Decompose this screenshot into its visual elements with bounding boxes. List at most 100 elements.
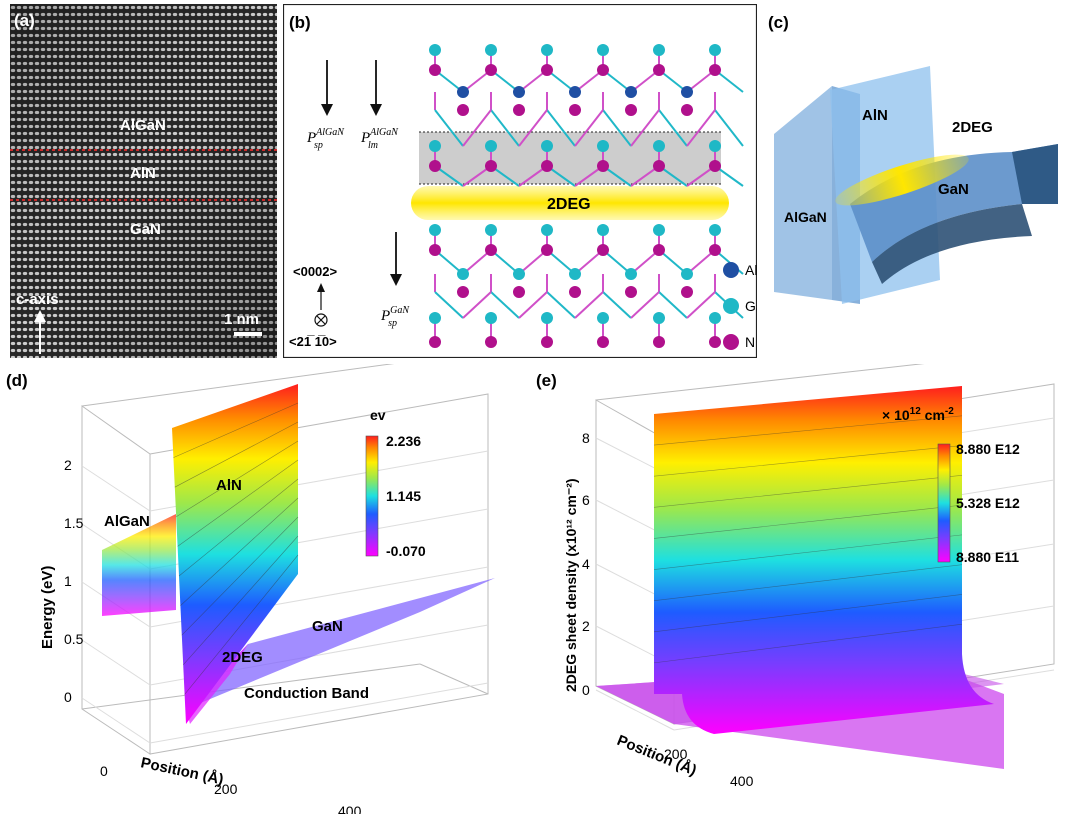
legend-n-label: N xyxy=(745,334,755,350)
atom xyxy=(681,268,693,280)
panel-a: (a) AlGaN AlN GaN c-axis 1 nm xyxy=(10,4,277,358)
scale-bar-label: 1 nm xyxy=(224,311,259,328)
y-tick-label: 0.5 xyxy=(64,631,84,647)
direction-0002-label: <0002> xyxy=(293,264,338,279)
colorbar-tick-max: 2.236 xyxy=(386,433,421,449)
colorbar-tick-max-e: 8.880 E12 xyxy=(956,441,1020,457)
atom xyxy=(569,86,581,98)
atom xyxy=(541,336,553,348)
panel-d: (d) 0 0.5 1 1.5 2 0 200 400 AlN AlGaN GaN 2DEG… xyxy=(0,359,530,819)
y-tick-label: 1.5 xyxy=(64,515,84,531)
atom xyxy=(429,140,441,152)
atom xyxy=(485,140,497,152)
atom xyxy=(569,268,581,280)
gan-surface xyxy=(186,578,495,709)
atom xyxy=(653,224,665,236)
x-ticks-e: 200 400 xyxy=(664,746,754,789)
atom xyxy=(709,312,721,324)
gan-label: GaN xyxy=(938,181,969,198)
colorbar-title-e: × 1012 cm-2 xyxy=(882,406,954,423)
direction-up-arrow-icon xyxy=(317,283,325,310)
atom xyxy=(681,86,693,98)
atom xyxy=(597,64,609,76)
atom xyxy=(569,104,581,116)
atom xyxy=(429,160,441,172)
direction-into-page-icon xyxy=(314,313,328,327)
x-tick-label: 200 xyxy=(214,781,238,797)
p-sp-algan-arrow-icon xyxy=(321,60,333,116)
atom xyxy=(541,140,553,152)
panel-e: (e) 0 2 4 6 8 200 400 × 1012 cm-2 8.880 E12 5… xyxy=(534,357,1080,814)
density-wall-surface xyxy=(654,386,994,734)
atom xyxy=(597,44,609,56)
y-tick-label-e: 0 xyxy=(582,682,590,698)
layer-algan-label: AlGaN xyxy=(120,117,166,134)
atom xyxy=(653,64,665,76)
atom xyxy=(709,44,721,56)
y-axis-label: Energy (eV) xyxy=(39,566,56,649)
conduction-band-label: Conduction Band xyxy=(244,685,369,702)
atom xyxy=(457,86,469,98)
y-tick-label-e: 6 xyxy=(582,492,590,508)
x-tick-label: 400 xyxy=(338,803,362,814)
colorbar-tick-min-e: 8.880 E11 xyxy=(956,549,1019,565)
atom xyxy=(625,268,637,280)
y-tick-label-e: 2 xyxy=(582,618,590,634)
atom xyxy=(541,312,553,324)
atom xyxy=(709,336,721,348)
y-tick-label: 0 xyxy=(64,689,72,705)
crystal-structure: (b) 2DEG PAlGaN sp PAlGaN l xyxy=(282,3,764,359)
heterostructure-schematic: (c) AlN 2DEG GaN AlGaN xyxy=(768,13,1058,304)
atom xyxy=(625,104,637,116)
p-sp-gan-arrow-icon xyxy=(390,232,402,286)
atom xyxy=(541,244,553,256)
atom xyxy=(625,286,637,298)
panel-b-label: (b) xyxy=(289,13,311,32)
panel-d-label: (d) xyxy=(6,371,28,390)
atom xyxy=(653,44,665,56)
atom xyxy=(709,224,721,236)
energy-chart: (d) 0 0.5 1 1.5 2 0 200 400 AlN AlGaN GaN 2DEG… xyxy=(6,359,495,819)
c-axis-arrow-icon xyxy=(34,310,46,354)
p-pz-algan-arrow-icon xyxy=(370,60,382,116)
atom xyxy=(709,140,721,152)
atom xyxy=(485,64,497,76)
aln-label: AlN xyxy=(862,107,888,124)
atom xyxy=(709,244,721,256)
legend-n-icon xyxy=(723,334,739,350)
atom xyxy=(597,160,609,172)
direction-21-10-label: <21̅ 1̅0> xyxy=(289,334,337,349)
layer-aln-label: AlN xyxy=(130,165,156,182)
y-tick-label-e: 8 xyxy=(582,430,590,446)
legend-ga-label: Ga xyxy=(745,298,757,314)
y-ticks: 0 0.5 1 1.5 2 xyxy=(64,457,84,705)
panel-c: (c) AlN 2DEG GaN AlGaN xyxy=(762,4,1076,358)
atom xyxy=(429,312,441,324)
lattice-atoms xyxy=(429,44,744,348)
atom xyxy=(569,286,581,298)
energy-colorbar xyxy=(365,435,379,557)
2deg-label: 2DEG xyxy=(547,196,591,213)
atom xyxy=(597,224,609,236)
tem-image: (a) AlGaN AlN GaN c-axis 1 nm xyxy=(10,4,277,358)
atom xyxy=(485,336,497,348)
colorbar-title: ev xyxy=(370,407,386,423)
atom xyxy=(429,224,441,236)
atom xyxy=(513,86,525,98)
c-axis-label: c-axis xyxy=(16,291,59,308)
y-ticks-e: 0 2 4 6 8 xyxy=(582,430,590,698)
atom xyxy=(513,268,525,280)
x-tick-label: 0 xyxy=(100,763,108,779)
atom xyxy=(429,64,441,76)
panel-a-label: (a) xyxy=(14,11,35,30)
panel-e-label: (e) xyxy=(536,371,557,390)
atom xyxy=(653,312,665,324)
algan-surface xyxy=(102,514,176,616)
legend-al-icon xyxy=(723,262,739,278)
atom xyxy=(485,160,497,172)
colorbar-tick-min: -0.070 xyxy=(386,543,426,559)
y-axis-label-e: 2DEG sheet density (x10¹² cm⁻²) xyxy=(563,478,579,692)
atom xyxy=(625,86,637,98)
atom xyxy=(485,44,497,56)
atom xyxy=(681,286,693,298)
